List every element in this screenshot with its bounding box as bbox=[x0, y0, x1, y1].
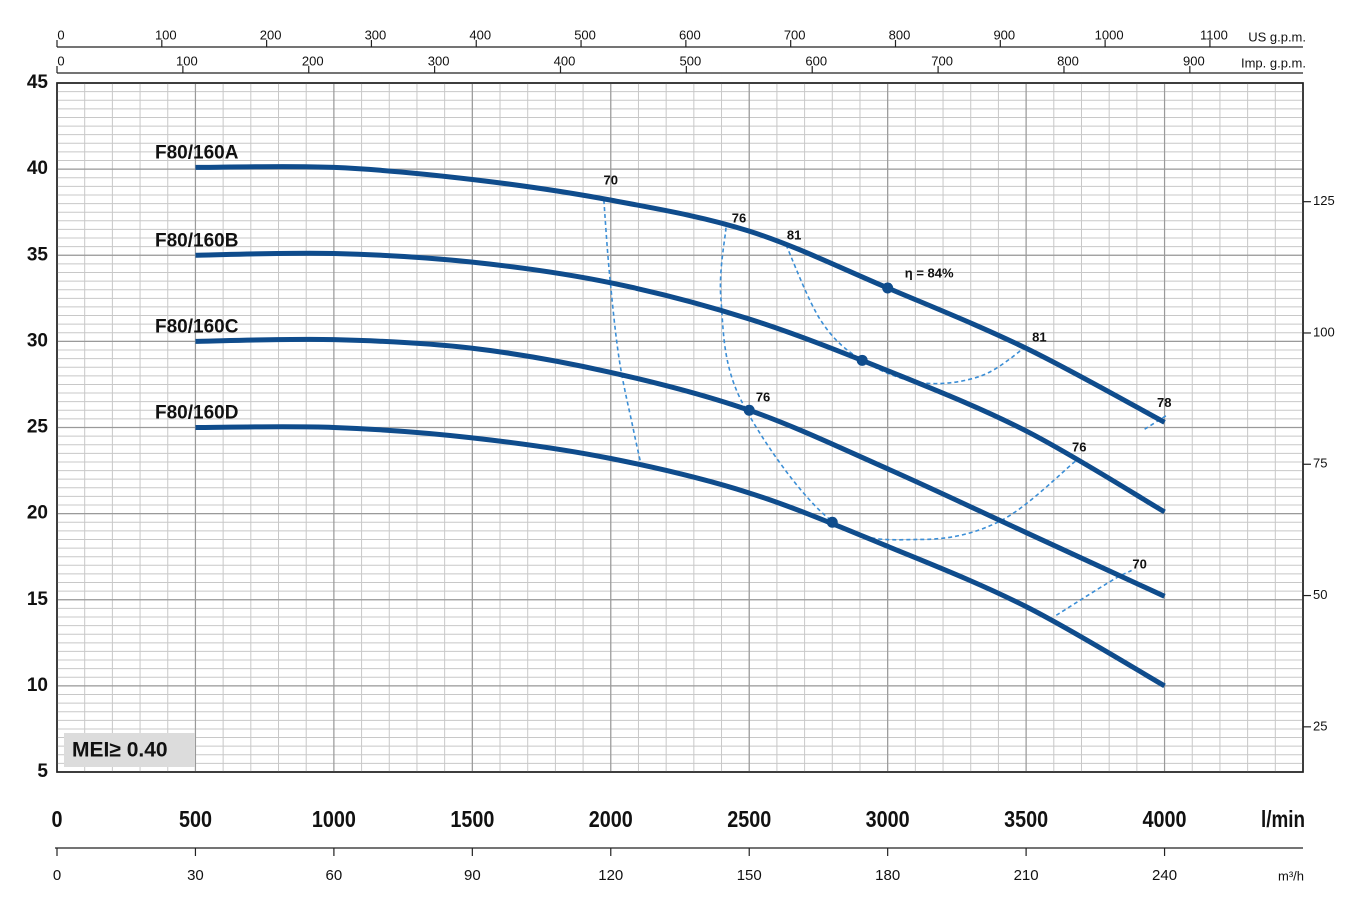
efficiency-label: 70 bbox=[604, 173, 618, 188]
marker bbox=[826, 516, 838, 528]
x-tick-label: 2500 bbox=[727, 806, 771, 832]
head-curve bbox=[195, 336, 1166, 599]
x2-tick-label: 150 bbox=[737, 867, 762, 884]
x-tick-label: 1500 bbox=[450, 806, 494, 832]
head-curve bbox=[195, 250, 1166, 515]
top-tick-label: 600 bbox=[805, 53, 827, 68]
top-tick-label: 1100 bbox=[1200, 27, 1228, 42]
top-tick-label: 500 bbox=[574, 27, 596, 42]
efficiency-label: 70 bbox=[1132, 557, 1146, 572]
y2-tick-label: 75 bbox=[1313, 456, 1327, 471]
x-axis-label: l/min bbox=[1261, 806, 1305, 832]
top-tick-label: 300 bbox=[428, 53, 450, 68]
top-tick-label: 100 bbox=[176, 53, 198, 68]
y-tick-label: 10 bbox=[27, 675, 48, 696]
x2-tick-label: 210 bbox=[1014, 867, 1039, 884]
top-tick-label: 0 bbox=[57, 27, 64, 42]
x-tick-label: 0 bbox=[52, 806, 63, 832]
x-tick-label: 3500 bbox=[1004, 806, 1048, 832]
top-tick-label: 200 bbox=[260, 27, 282, 42]
top-tick-label: 700 bbox=[784, 27, 806, 42]
series-label: F80/160D bbox=[155, 403, 238, 424]
marker bbox=[856, 354, 868, 366]
x2-tick-label: 120 bbox=[598, 867, 623, 884]
top-tick-label: 1000 bbox=[1095, 27, 1124, 42]
top-tick-label: 400 bbox=[554, 53, 576, 68]
x2-tick-label: 90 bbox=[464, 867, 481, 884]
top-tick-label: 600 bbox=[679, 27, 701, 42]
marker bbox=[882, 282, 894, 294]
efficiency-curve bbox=[1144, 414, 1167, 430]
x2-tick-label: 30 bbox=[187, 867, 204, 884]
top-tick-label: 100 bbox=[155, 27, 177, 42]
x2-tick-label: 240 bbox=[1152, 867, 1177, 884]
top-tick-label: 700 bbox=[931, 53, 953, 68]
top-tick-label: 800 bbox=[1057, 53, 1079, 68]
x2-tick-label: 60 bbox=[326, 867, 343, 884]
top-tick-label: 200 bbox=[302, 53, 324, 68]
top-tick-label: 900 bbox=[993, 27, 1015, 42]
y-tick-label: 45 bbox=[27, 72, 49, 93]
y-tick-label: 15 bbox=[27, 589, 49, 610]
top-tick-label: 500 bbox=[680, 53, 702, 68]
x-tick-label: 500 bbox=[179, 806, 212, 832]
efficiency-label: 81 bbox=[787, 228, 801, 243]
efficiency-curve bbox=[603, 200, 643, 466]
x2-axis-label: m³/h bbox=[1278, 868, 1304, 883]
y2-tick-label: 100 bbox=[1313, 324, 1335, 339]
y2-tick-label: 125 bbox=[1313, 193, 1335, 208]
y-tick-label: 20 bbox=[27, 503, 48, 524]
efficiency-label: 76 bbox=[756, 390, 770, 405]
marker bbox=[743, 404, 755, 416]
y-tick-label: 35 bbox=[27, 244, 49, 265]
series-label: F80/160A bbox=[155, 142, 239, 163]
top-axis-label: US g.p.m. bbox=[1248, 29, 1306, 44]
top-tick-label: 800 bbox=[889, 27, 911, 42]
y-tick-label: 30 bbox=[27, 330, 48, 351]
efficiency-curve bbox=[1055, 569, 1132, 616]
y-tick-label: 5 bbox=[37, 761, 48, 782]
head-curve bbox=[195, 164, 1166, 425]
series-label: F80/160B bbox=[155, 230, 238, 251]
efficiency-label: η = 84% bbox=[905, 266, 954, 281]
badge-box bbox=[64, 733, 195, 767]
x-tick-label: 3000 bbox=[866, 806, 910, 832]
y-tick-label: 25 bbox=[27, 417, 49, 438]
top-tick-label: 900 bbox=[1183, 53, 1205, 68]
top-axis-label: Imp. g.p.m. bbox=[1241, 55, 1306, 70]
efficiency-curve bbox=[785, 244, 1029, 385]
y2-tick-label: 50 bbox=[1313, 587, 1327, 602]
x2-tick-label: 180 bbox=[875, 867, 900, 884]
x-tick-label: 2000 bbox=[589, 806, 633, 832]
top-tick-label: 300 bbox=[365, 27, 387, 42]
plot-frame bbox=[56, 82, 1304, 773]
y-tick-label: 40 bbox=[27, 158, 48, 179]
efficiency-label: 78 bbox=[1157, 395, 1171, 410]
head-curve bbox=[195, 424, 1166, 689]
x-tick-label: 1000 bbox=[312, 806, 356, 832]
efficiency-label: 76 bbox=[1072, 440, 1086, 455]
x2-tick-label: 0 bbox=[53, 867, 61, 884]
top-tick-label: 0 bbox=[57, 53, 64, 68]
top-tick-label: 400 bbox=[469, 27, 491, 42]
series-label: F80/160C bbox=[155, 316, 239, 337]
badge: MEI≥ 0.40 bbox=[72, 739, 168, 762]
y2-tick-label: 25 bbox=[1313, 718, 1327, 733]
efficiency-label: 81 bbox=[1032, 329, 1046, 344]
x-tick-label: 4000 bbox=[1143, 806, 1187, 832]
efficiency-label: 76 bbox=[732, 211, 746, 226]
